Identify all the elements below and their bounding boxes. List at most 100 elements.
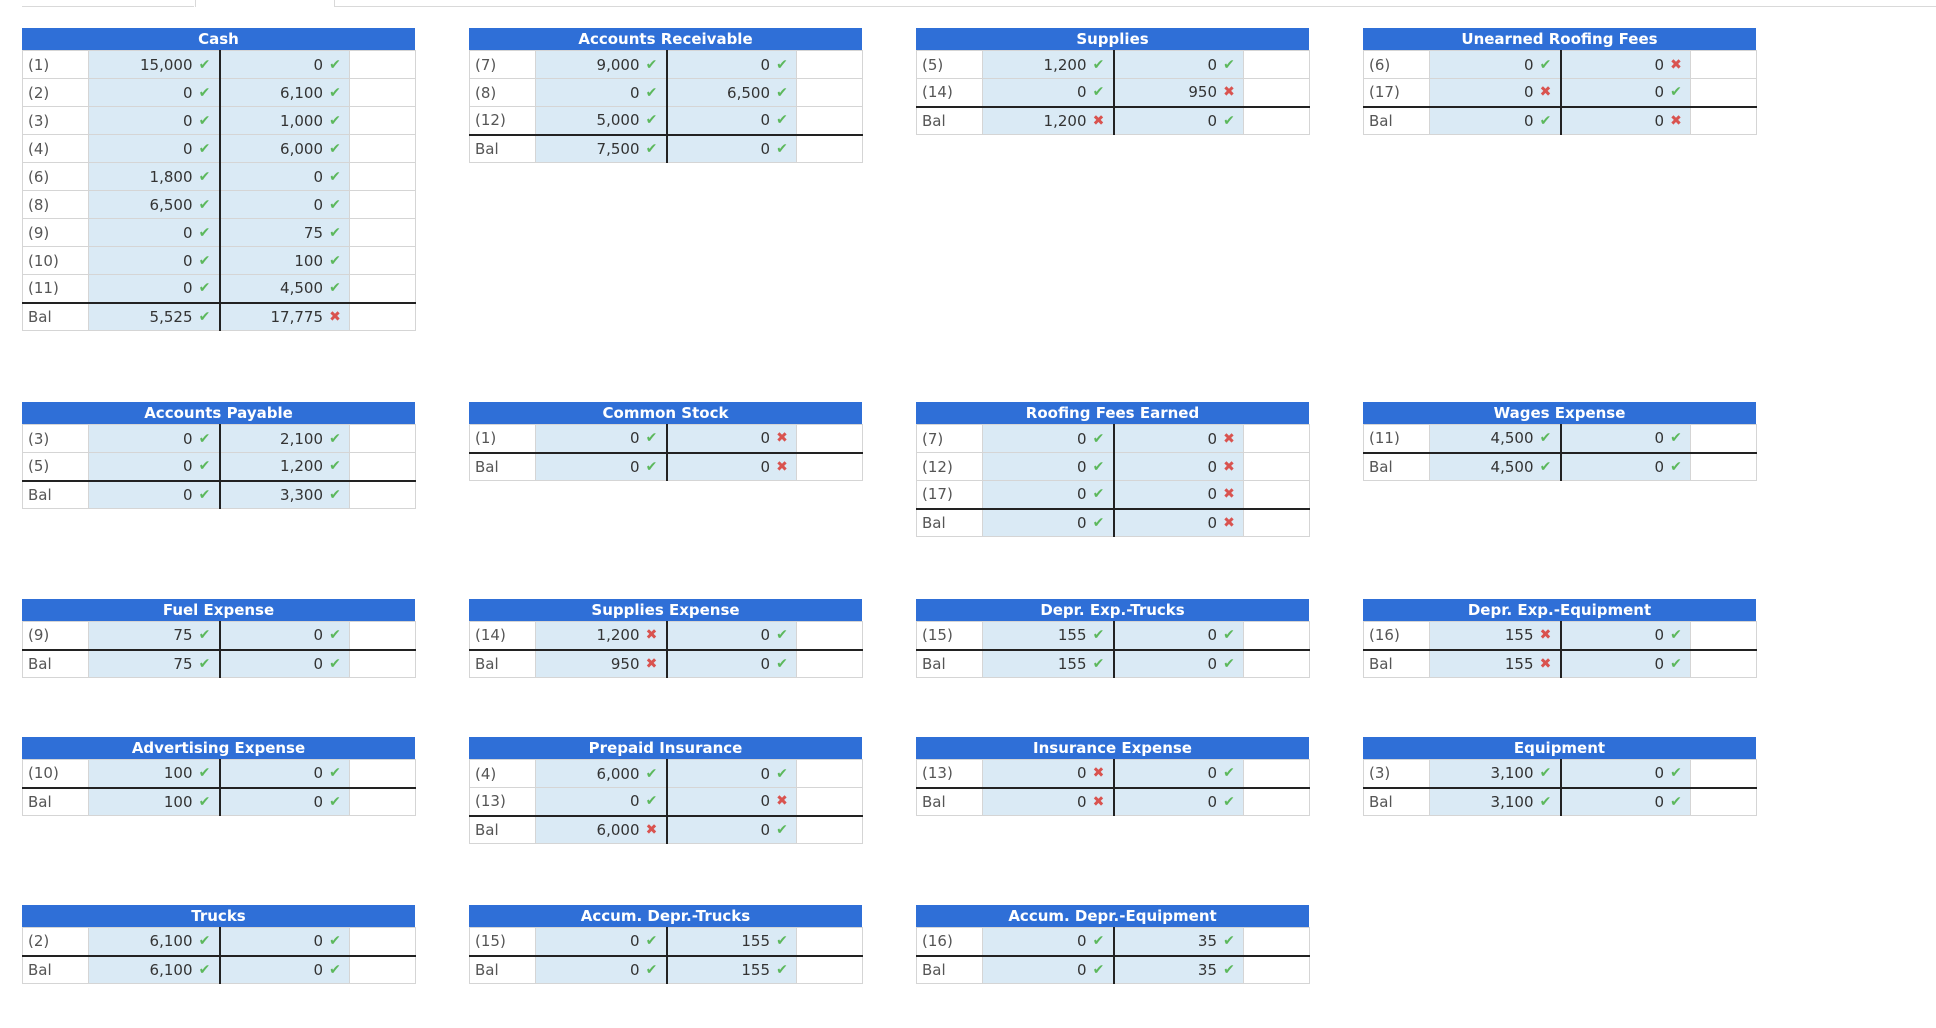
credit-cell[interactable]: 0 ✖	[1113, 507, 1244, 537]
credit-cell[interactable]: 0 ✖	[1113, 424, 1244, 453]
credit-cell[interactable]: 0 ✔	[1560, 424, 1691, 453]
credit-cell[interactable]: 0 ✔	[1560, 759, 1691, 788]
debit-cell[interactable]: 0 ✔	[982, 424, 1115, 453]
debit-cell[interactable]: 0 ✔	[88, 106, 221, 135]
debit-cell[interactable]: 75 ✔	[88, 621, 221, 650]
debit-cell[interactable]: 0 ✔	[1429, 50, 1562, 79]
debit-cell[interactable]: 0 ✔	[535, 954, 668, 984]
credit-cell[interactable]: 1,200 ✔	[219, 452, 350, 481]
credit-cell[interactable]: 6,000 ✔	[219, 134, 350, 163]
debit-cell[interactable]: 0 ✔	[88, 218, 221, 247]
credit-cell[interactable]: 0 ✔	[1560, 648, 1691, 678]
debit-cell[interactable]: 7,500 ✔	[535, 133, 668, 163]
debit-cell[interactable]: 155 ✖	[1429, 621, 1562, 650]
credit-cell[interactable]: 0 ✔	[219, 786, 350, 816]
credit-cell[interactable]: 4,500 ✔	[219, 274, 350, 303]
credit-cell[interactable]: 35 ✔	[1113, 927, 1244, 956]
credit-cell[interactable]: 0 ✖	[1113, 480, 1244, 509]
credit-cell[interactable]: 0 ✔	[1113, 759, 1244, 788]
credit-cell[interactable]: 0 ✔	[666, 50, 797, 79]
debit-cell[interactable]: 0 ✔	[535, 451, 668, 481]
debit-cell[interactable]: 155 ✖	[1429, 648, 1562, 678]
debit-cell[interactable]: 0 ✖	[982, 759, 1115, 788]
debit-cell[interactable]: 6,100 ✔	[88, 927, 221, 956]
debit-cell[interactable]: 0 ✔	[982, 78, 1115, 107]
credit-cell[interactable]: 0 ✔	[1113, 648, 1244, 678]
debit-cell[interactable]: 0 ✔	[88, 479, 221, 509]
debit-cell[interactable]: 0 ✔	[1429, 105, 1562, 135]
credit-cell[interactable]: 0 ✔	[219, 50, 350, 79]
debit-cell[interactable]: 1,800 ✔	[88, 162, 221, 191]
credit-cell[interactable]: 155 ✔	[666, 927, 797, 956]
credit-cell[interactable]: 950 ✖	[1113, 78, 1244, 107]
debit-cell[interactable]: 0 ✖	[982, 786, 1115, 816]
credit-cell[interactable]: 0 ✖	[1113, 452, 1244, 481]
credit-cell[interactable]: 0 ✔	[1560, 786, 1691, 816]
credit-cell[interactable]: 0 ✔	[1560, 78, 1691, 107]
credit-cell[interactable]: 0 ✔	[1560, 451, 1691, 481]
credit-cell[interactable]: 0 ✖	[1560, 50, 1691, 79]
credit-cell[interactable]: 0 ✔	[219, 648, 350, 678]
debit-cell[interactable]: 0 ✔	[535, 927, 668, 956]
credit-cell[interactable]: 6,500 ✔	[666, 78, 797, 107]
credit-cell[interactable]: 0 ✔	[219, 927, 350, 956]
debit-cell[interactable]: 0 ✔	[88, 246, 221, 275]
debit-cell[interactable]: 950 ✖	[535, 648, 668, 678]
debit-cell[interactable]: 0 ✔	[982, 452, 1115, 481]
credit-cell[interactable]: 155 ✔	[666, 954, 797, 984]
debit-cell[interactable]: 6,100 ✔	[88, 954, 221, 984]
credit-cell[interactable]: 0 ✔	[219, 190, 350, 219]
debit-cell[interactable]: 0 ✔	[88, 452, 221, 481]
debit-cell[interactable]: 155 ✔	[982, 621, 1115, 650]
credit-cell[interactable]: 0 ✔	[219, 759, 350, 788]
credit-cell[interactable]: 6,100 ✔	[219, 78, 350, 107]
debit-cell[interactable]: 5,525 ✔	[88, 301, 221, 331]
debit-cell[interactable]: 100 ✔	[88, 759, 221, 788]
credit-cell[interactable]: 0 ✔	[1560, 621, 1691, 650]
credit-cell[interactable]: 0 ✔	[219, 162, 350, 191]
debit-cell[interactable]: 4,500 ✔	[1429, 451, 1562, 481]
credit-cell[interactable]: 0 ✔	[219, 954, 350, 984]
credit-cell[interactable]: 0 ✔	[666, 759, 797, 788]
debit-cell[interactable]: 0 ✔	[535, 787, 668, 816]
debit-cell[interactable]: 0 ✔	[535, 78, 668, 107]
debit-cell[interactable]: 0 ✔	[88, 424, 221, 453]
credit-cell[interactable]: 0 ✖	[666, 787, 797, 816]
debit-cell[interactable]: 3,100 ✔	[1429, 786, 1562, 816]
credit-cell[interactable]: 1,000 ✔	[219, 106, 350, 135]
debit-cell[interactable]: 155 ✔	[982, 648, 1115, 678]
debit-cell[interactable]: 0 ✔	[982, 507, 1115, 537]
debit-cell[interactable]: 1,200 ✖	[535, 621, 668, 650]
credit-cell[interactable]: 0 ✔	[666, 133, 797, 163]
credit-cell[interactable]: 0 ✔	[666, 621, 797, 650]
debit-cell[interactable]: 6,500 ✔	[88, 190, 221, 219]
credit-cell[interactable]: 0 ✔	[666, 814, 797, 844]
debit-cell[interactable]: 75 ✔	[88, 648, 221, 678]
credit-cell[interactable]: 0 ✔	[1113, 621, 1244, 650]
debit-cell[interactable]: 0 ✔	[982, 954, 1115, 984]
debit-cell[interactable]: 6,000 ✖	[535, 814, 668, 844]
credit-cell[interactable]: 2,100 ✔	[219, 424, 350, 453]
credit-cell[interactable]: 3,300 ✔	[219, 479, 350, 509]
credit-cell[interactable]: 0 ✔	[1113, 50, 1244, 79]
credit-cell[interactable]: 35 ✔	[1113, 954, 1244, 984]
debit-cell[interactable]: 15,000 ✔	[88, 50, 221, 79]
credit-cell[interactable]: 0 ✔	[666, 648, 797, 678]
debit-cell[interactable]: 3,100 ✔	[1429, 759, 1562, 788]
debit-cell[interactable]: 0 ✔	[982, 927, 1115, 956]
credit-cell[interactable]: 100 ✔	[219, 246, 350, 275]
debit-cell[interactable]: 5,000 ✔	[535, 106, 668, 135]
credit-cell[interactable]: 0 ✔	[1113, 786, 1244, 816]
credit-cell[interactable]: 0 ✖	[1560, 105, 1691, 135]
credit-cell[interactable]: 0 ✔	[1113, 105, 1244, 135]
debit-cell[interactable]: 0 ✔	[88, 274, 221, 303]
debit-cell[interactable]: 1,200 ✔	[982, 50, 1115, 79]
credit-cell[interactable]: 0 ✖	[666, 424, 797, 453]
debit-cell[interactable]: 6,000 ✔	[535, 759, 668, 788]
debit-cell[interactable]: 1,200 ✖	[982, 105, 1115, 135]
credit-cell[interactable]: 75 ✔	[219, 218, 350, 247]
credit-cell[interactable]: 0 ✖	[666, 451, 797, 481]
debit-cell[interactable]: 0 ✖	[1429, 78, 1562, 107]
debit-cell[interactable]: 0 ✔	[88, 134, 221, 163]
debit-cell[interactable]: 0 ✔	[982, 480, 1115, 509]
